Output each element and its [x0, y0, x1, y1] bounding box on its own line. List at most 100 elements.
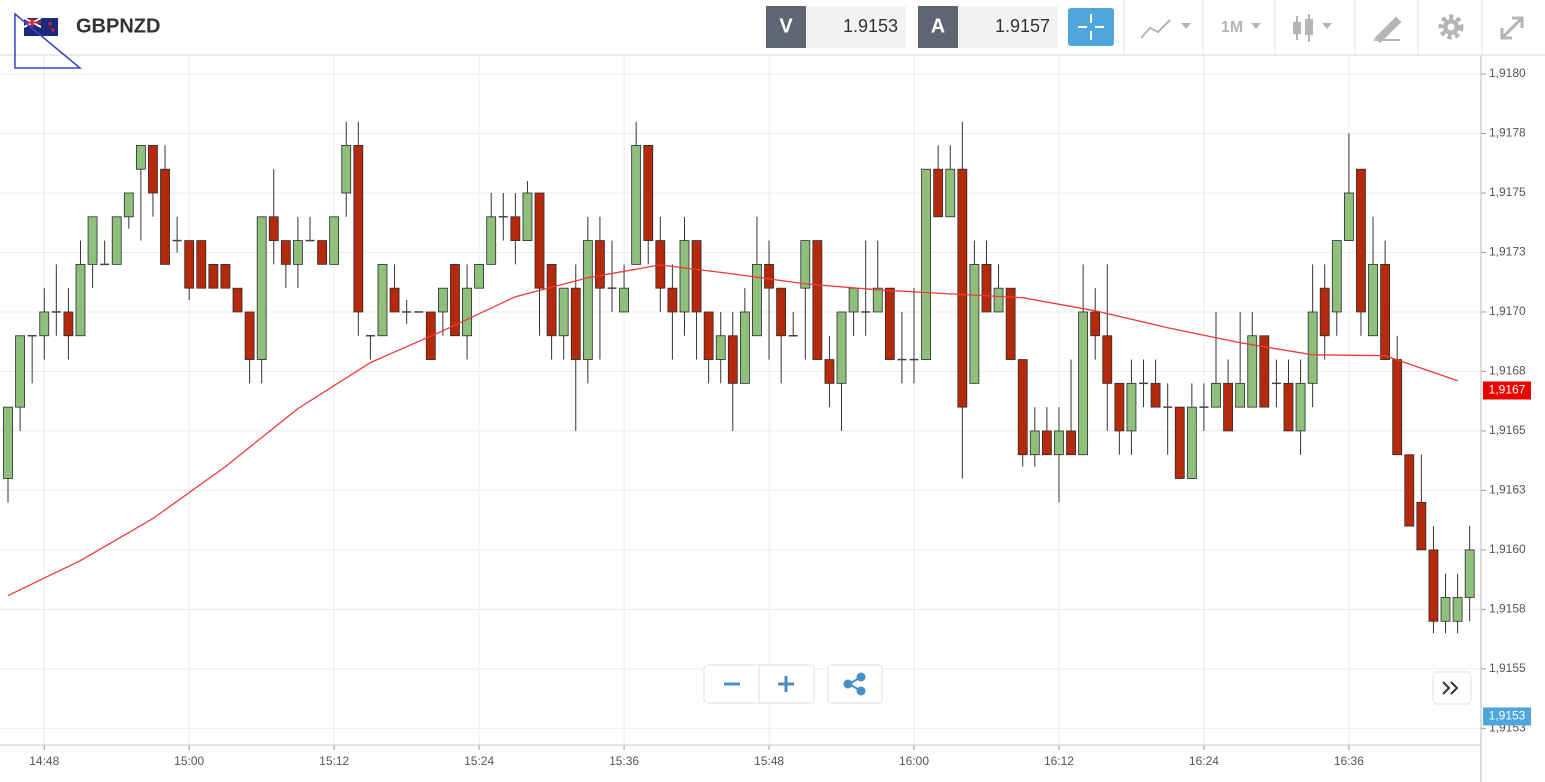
candle-body [486, 216, 497, 265]
candle-body [1186, 406, 1197, 479]
candle-body [619, 287, 629, 313]
candle-body [1464, 549, 1475, 598]
dropdown-caret [1181, 23, 1191, 29]
candle-body [691, 240, 702, 313]
dropdown-caret [1251, 23, 1261, 29]
y-tick-label: 1,9165 [1489, 423, 1526, 437]
candle-body [1392, 359, 1403, 456]
candle-body [715, 335, 726, 360]
bid-button[interactable] [766, 6, 806, 48]
x-tick-label: 16:36 [1334, 754, 1364, 768]
candle-body [268, 216, 279, 241]
ma-marker [1483, 381, 1531, 400]
candle-body [317, 240, 327, 265]
candle-body [631, 145, 642, 265]
candle-body [208, 263, 219, 289]
candle-body [933, 168, 944, 218]
y-tick-label: 1,9158 [1489, 602, 1526, 616]
candle-body [884, 287, 895, 360]
x-tick-label: 16:00 [899, 754, 929, 768]
candle-body [1452, 597, 1463, 622]
candle-body [1150, 382, 1161, 408]
candle-body [389, 287, 400, 313]
scroll-end-button[interactable] [1432, 671, 1472, 705]
candle-body [1295, 382, 1306, 432]
price-marker [1483, 707, 1531, 726]
candle-body [558, 287, 569, 337]
candle-body [945, 168, 956, 218]
candle-body [15, 335, 25, 408]
draw-icon[interactable] [1374, 16, 1402, 44]
candle-body [3, 406, 13, 479]
separators [1123, 0, 1483, 55]
candle-body [1017, 359, 1028, 456]
x-tick-label: 16:12 [1044, 754, 1074, 768]
y-tick-label: 1,9180 [1489, 66, 1526, 80]
candle-body [1356, 168, 1366, 313]
x-tick-label: 15:00 [174, 754, 204, 768]
ask-value: 1.9157 [995, 16, 1050, 36]
candle-body [703, 311, 714, 360]
candle-body [341, 145, 352, 194]
x-tick-label: 15:48 [754, 754, 784, 768]
candle-body [1380, 263, 1391, 360]
candle-body [776, 287, 787, 337]
candle-body [993, 287, 1004, 313]
fullscreen-icon[interactable] [1500, 16, 1524, 40]
drawing-triangle [14, 12, 83, 69]
candle-body [872, 287, 883, 313]
ma-marker-label: 1,9167 [1489, 383, 1526, 397]
bid-box [806, 6, 906, 48]
symbol: GBPNZD [76, 15, 160, 37]
candle-body [534, 192, 545, 289]
candle-body [1041, 430, 1052, 456]
zoom-in[interactable] [778, 676, 794, 692]
candle-body [256, 216, 267, 360]
candle-body [824, 359, 835, 384]
ask-button[interactable] [918, 6, 958, 48]
candle-body [39, 311, 50, 337]
candle-body [1223, 382, 1233, 432]
candle-type-icon[interactable] [1293, 14, 1313, 42]
candle-body [764, 263, 774, 289]
candle-body [752, 263, 762, 337]
candle-body [582, 240, 593, 360]
bid-value: 1.9153 [843, 16, 898, 36]
flag-star [48, 22, 52, 26]
dropdown-caret [1322, 23, 1332, 29]
candle-body [474, 263, 485, 289]
bid-label: V [779, 15, 793, 37]
candle-body [220, 263, 231, 289]
candle-body [1054, 430, 1064, 456]
candle-body [1368, 263, 1378, 337]
crosshair-button[interactable] [1068, 8, 1114, 46]
y-tick-label: 1,9175 [1489, 185, 1526, 199]
indicator-icon[interactable] [1140, 19, 1171, 39]
candle-body [836, 311, 847, 384]
candle-body [353, 145, 364, 313]
candle-body [75, 263, 86, 337]
candle-body [848, 287, 859, 313]
candle-body [1283, 382, 1294, 432]
share-icon[interactable] [843, 672, 866, 696]
y-tick-label: 1,9173 [1489, 245, 1526, 259]
candle-body [293, 240, 303, 265]
candle-body [1114, 382, 1125, 432]
candle-body [1428, 549, 1439, 622]
candle-body [1126, 382, 1137, 432]
x-tick-label: 15:36 [609, 754, 639, 768]
y-tick-label: 1,9170 [1489, 304, 1526, 318]
y-tick-label: 1,9178 [1489, 126, 1526, 140]
candle-body [969, 263, 980, 384]
price-marker-label: 1,9153 [1489, 709, 1526, 723]
candle-body [595, 240, 605, 289]
candle-body [160, 168, 170, 265]
flag [23, 17, 58, 36]
candle-body [135, 145, 146, 170]
settings-icon[interactable] [1438, 14, 1464, 40]
candle-body [739, 311, 750, 384]
candle-body [1029, 430, 1040, 456]
x-tick-label: 15:24 [464, 754, 494, 768]
timeframe[interactable]: 1M [1221, 19, 1243, 36]
candle-body [184, 240, 195, 289]
